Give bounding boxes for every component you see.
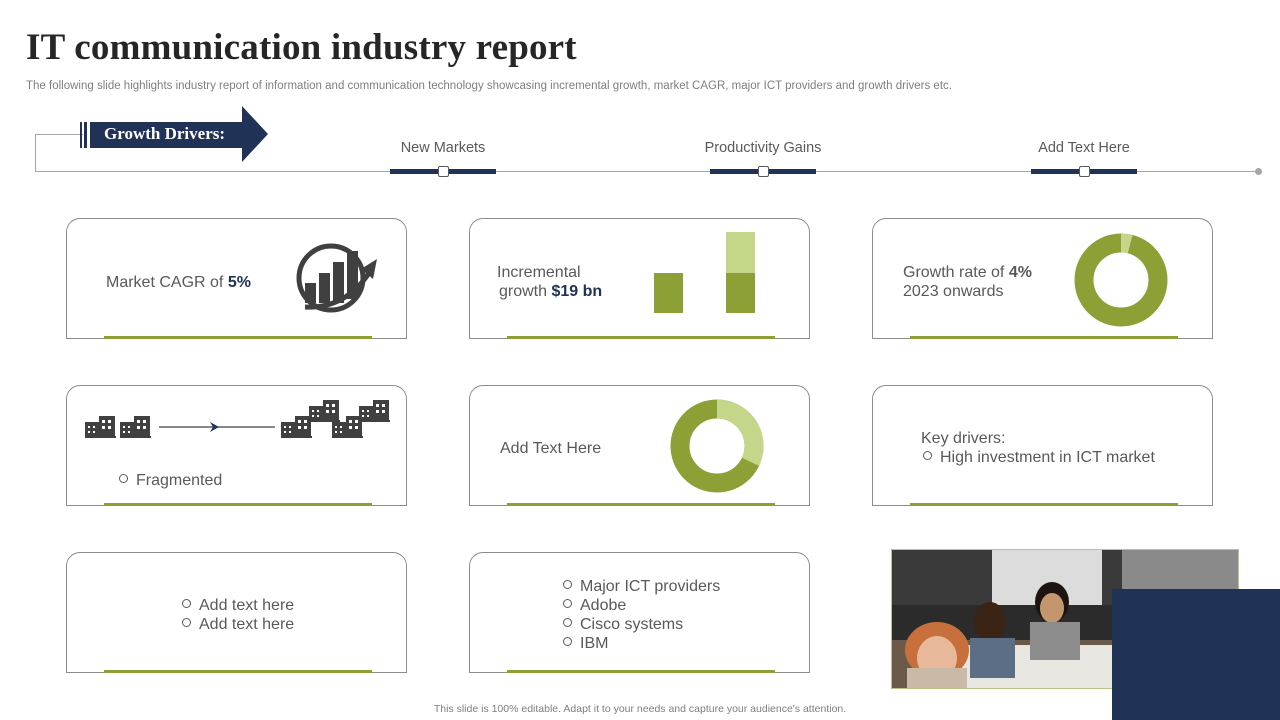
bullet-icon xyxy=(182,618,191,627)
card-add-text: Add Text Here xyxy=(469,385,810,506)
card-accent-line xyxy=(910,336,1178,339)
market-cagr-text: Market CAGR of 5% xyxy=(106,274,251,291)
timeline-marker xyxy=(1079,166,1090,177)
list-item: Add text here xyxy=(182,615,294,634)
add-text-label: Add Text Here xyxy=(500,440,602,457)
list-item: Major ICT providers xyxy=(563,577,720,596)
key-drivers-item: High investment in ICT market xyxy=(923,448,1155,467)
page-subtitle: The following slide highlights industry … xyxy=(26,80,952,92)
card-accent-line xyxy=(104,503,372,506)
growth-rate-text: Growth rate of 4% 2023 onwards xyxy=(903,264,1032,300)
donut-segment xyxy=(670,399,764,493)
timeline-line xyxy=(35,171,1259,172)
card-growth-rate: Growth rate of 4% 2023 onwards xyxy=(872,218,1213,339)
list-item: Cisco systems xyxy=(563,615,720,634)
growth-drivers-label: Growth Drivers: xyxy=(104,124,226,143)
growth-rate-donut xyxy=(1074,233,1168,327)
add-text-donut xyxy=(670,399,764,493)
card-accent-line xyxy=(104,336,372,339)
incremental-growth-value: $19 bn xyxy=(551,283,603,300)
bullet-icon xyxy=(563,580,572,589)
list-item: Adobe xyxy=(563,596,720,615)
timeline-marker xyxy=(758,166,769,177)
growth-chart-icon xyxy=(296,243,377,313)
growth-drivers-arrow-icon xyxy=(80,106,268,162)
timeline-connector xyxy=(35,134,83,135)
bullet-icon xyxy=(182,599,191,608)
decorative-navy-block xyxy=(1112,589,1280,720)
bullet-icon xyxy=(563,618,572,627)
card-ict-providers: Major ICT providers Adobe Cisco systems … xyxy=(469,552,810,673)
growth-rate-value: 4% xyxy=(1008,264,1032,281)
incremental-growth-text: Incremental growth $19 bn xyxy=(497,264,603,300)
bullet-icon xyxy=(563,599,572,608)
donut-segment xyxy=(1074,233,1168,327)
card-accent-line xyxy=(104,670,372,673)
timeline-item-productivity-gains: Productivity Gains xyxy=(704,140,822,156)
footer-note: This slide is 100% editable. Adapt it to… xyxy=(433,703,847,715)
card-add-text-list: Add text here Add text here xyxy=(66,552,407,673)
timeline-connector-vertical xyxy=(35,134,36,172)
card-accent-line xyxy=(910,503,1178,506)
fragmented-item: Fragmented xyxy=(119,471,222,490)
timeline-item-add-text: Add Text Here xyxy=(1038,140,1130,156)
providers-list: Major ICT providers Adobe Cisco systems … xyxy=(563,577,720,653)
bullet-icon xyxy=(923,451,932,460)
list-item: IBM xyxy=(563,634,720,653)
market-cagr-value: 5% xyxy=(227,274,251,291)
card-accent-line xyxy=(507,503,775,506)
card-incremental-growth: Incremental growth $19 bn xyxy=(469,218,810,339)
card-key-drivers: Key drivers: High investment in ICT mark… xyxy=(872,385,1213,506)
key-drivers-heading: Key drivers: xyxy=(921,430,1006,447)
timeline-marker xyxy=(438,166,449,177)
card-fragmented: Fragmented xyxy=(66,385,407,506)
bar-growth-icon xyxy=(654,232,755,313)
page-title: IT communication industry report xyxy=(26,27,577,68)
card-accent-line xyxy=(507,670,775,673)
bullet-icon xyxy=(563,637,572,646)
list-item: Add text here xyxy=(182,596,294,615)
buildings-icon xyxy=(85,400,390,438)
add-text-list: Add text here Add text here xyxy=(182,596,294,634)
card-market-cagr: Market CAGR of 5% xyxy=(66,218,407,339)
timeline-end-dot xyxy=(1255,168,1262,175)
timeline-item-new-markets: New Markets xyxy=(400,140,486,156)
bullet-icon xyxy=(119,474,128,483)
card-accent-line xyxy=(507,336,775,339)
